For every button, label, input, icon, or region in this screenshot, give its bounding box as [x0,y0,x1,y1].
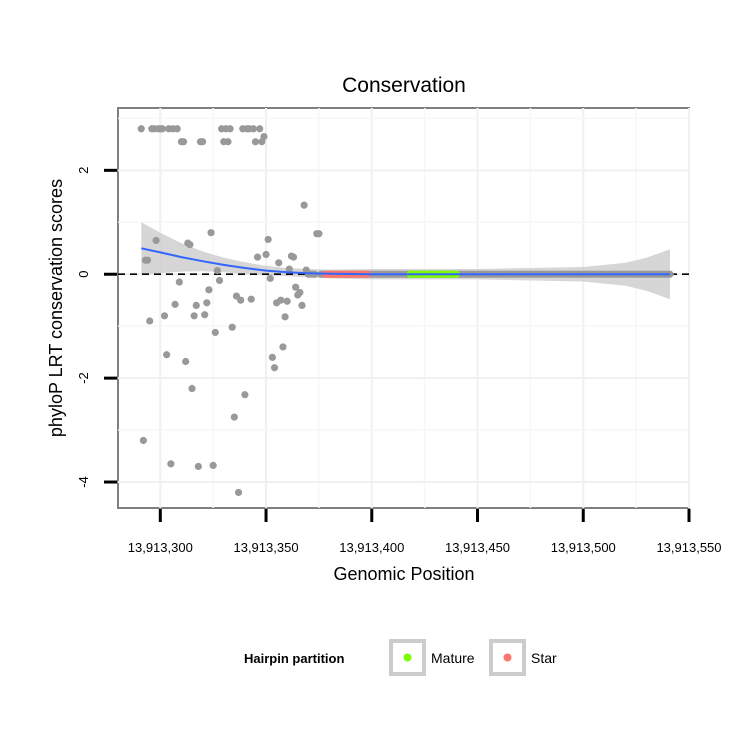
data-point [224,138,232,146]
legend-title: Hairpin partition [244,651,344,666]
data-point [182,357,190,366]
x-tick-label: 13,913,450 [445,540,510,555]
y-tick-label: -4 [76,476,91,488]
data-point [234,488,243,497]
data-point [296,288,304,297]
data-point [279,343,287,351]
data-point [144,256,152,264]
data-point [262,250,270,259]
data-point [266,274,274,282]
legend-key-box [389,639,426,676]
data-point [179,138,188,146]
plot-panel [117,107,690,509]
data-point [249,125,257,133]
data-point [201,311,209,319]
data-point [283,297,291,305]
data-point [139,436,147,445]
x-tick-label: 13,913,550 [656,540,721,555]
data-point [211,328,219,337]
data-point [209,461,217,470]
data-point [298,301,306,310]
data-point [226,125,234,133]
data-point [264,235,272,244]
grid-lines [118,108,690,508]
x-tick-label: 13,913,350 [233,540,298,555]
confidence-ribbon [141,222,671,300]
smooth-line [141,247,670,276]
data-point [228,323,236,331]
data-point [315,230,323,238]
confidence-band [141,222,671,300]
data-point [260,132,268,141]
data-point [237,296,245,304]
data-point [256,125,264,133]
data-point [275,259,283,267]
legend: Hairpin partition Mature Star [244,639,557,676]
data-point [175,278,183,286]
data-point [207,229,215,237]
data-point [194,462,202,471]
x-axis-title: Genomic Position [333,564,474,584]
data-point [190,312,198,320]
data-point [152,236,160,245]
data-point [289,253,298,261]
data-point [251,138,260,146]
data-point [171,300,179,308]
y-tick-label: 0 [76,271,91,278]
data-point [277,296,285,304]
data-point [188,384,196,393]
data-point [292,283,300,291]
legend-label-star: Star [531,650,557,666]
data-point [205,286,213,294]
data-point [270,364,279,372]
data-point [163,351,171,359]
data-point [167,460,175,468]
data-point [186,241,194,249]
x-axis: 13,913,300 13,913,350 13,913,400 13,913,450… [128,509,722,555]
x-tick-label: 13,913,300 [128,540,193,555]
data-point [213,266,221,275]
data-point [146,317,154,325]
x-tick-label: 13,913,400 [339,540,404,555]
data-point [241,391,249,399]
legend-label-mature: Mature [431,650,475,666]
data-point [268,353,276,361]
data-point [253,253,262,261]
data-point [230,413,238,421]
data-point [300,201,308,209]
y-axis: -4 -2 0 2 [76,167,117,488]
data-point [160,312,169,320]
x-tick-label: 13,913,500 [551,540,616,555]
data-point [247,295,255,303]
data-point [285,265,293,273]
legend-key-star [503,653,512,662]
data-point [158,125,167,133]
loess-line [141,247,670,276]
legend-key-mature [403,653,412,662]
data-point [192,301,200,310]
y-tick-label: -2 [76,372,91,384]
data-point [198,138,207,146]
data-point [215,276,224,285]
data-point [281,313,289,321]
data-point [203,299,211,307]
chart-title: Conservation [342,74,466,97]
data-point [173,125,181,133]
data-point [137,125,145,133]
y-tick-label: 2 [76,167,91,174]
y-axis-title: phyloP LRT conservation scores [46,179,66,437]
